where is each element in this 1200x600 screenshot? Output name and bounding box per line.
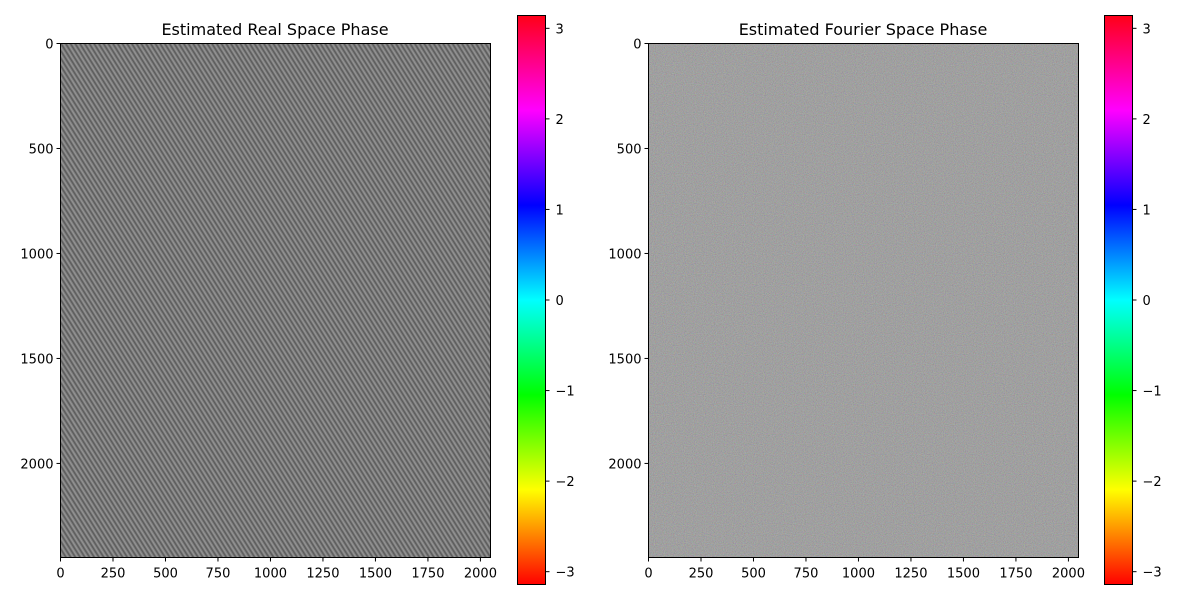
phase-image [648,43,1079,558]
plot-frame [648,43,1079,558]
x-tick-label: 1500 [947,567,980,582]
colorbar-tick-label: 3 [556,22,564,37]
colorbar-tick-label: 0 [1143,294,1151,309]
x-tick-label: 1750 [411,567,444,582]
colorbar-fourier-space: 3 2 1 0 −1 −2 −3 [1104,15,1162,585]
colorbar-tick-label: −1 [1143,385,1162,400]
x-tick-label: 1000 [842,567,875,582]
x-ticks: 0 250 500 750 1000 1250 1500 1750 2000 [644,557,1085,582]
y-tick-label: 0 [633,38,641,53]
x-tick-label: 500 [741,567,766,582]
colorbar-tick-label: 3 [1143,22,1151,37]
colorbar-ticks: 3 2 1 0 −1 −2 −3 [545,22,575,581]
x-tick-label: 1250 [306,567,339,582]
colorbar-real-space: 3 2 1 0 −1 −2 −3 [517,15,575,585]
x-ticks: 0 250 500 750 1000 1250 1500 1750 2000 [56,557,497,582]
colorbar-tick-label: −2 [1143,475,1162,490]
x-tick-label: 250 [101,567,126,582]
y-tick-label: 1500 [608,352,641,367]
colorbar-tick-label: 0 [556,294,564,309]
x-tick-label: 2000 [464,567,497,582]
colorbar-ticks: 3 2 1 0 −1 −2 −3 [1132,22,1162,581]
panel-real-space: Estimated Real Space Phase 0 250 500 750 100… [20,20,497,582]
x-tick-label: 1250 [894,567,927,582]
phase-image [60,43,491,558]
panel-title: Estimated Fourier Space Phase [739,20,988,39]
colorbar-tick-label: −2 [556,475,575,490]
x-tick-label: 250 [689,567,714,582]
x-tick-label: 0 [56,567,64,582]
y-tick-label: 1000 [608,247,641,262]
x-tick-label: 2000 [1052,567,1085,582]
x-tick-label: 1500 [359,567,392,582]
x-tick-label: 1750 [999,567,1032,582]
x-tick-label: 750 [206,567,231,582]
y-tick-label: 2000 [20,457,53,472]
colorbar-tick-label: −1 [556,385,575,400]
y-tick-label: 2000 [608,457,641,472]
colorbar-tick-label: 1 [1143,203,1151,218]
colorbar-tick-label: −3 [1143,566,1162,581]
y-tick-label: 0 [45,38,53,53]
x-tick-label: 500 [153,567,178,582]
colorbar-tick-label: −3 [556,566,575,581]
y-ticks: 0 500 1000 1500 2000 [20,38,61,472]
y-ticks: 0 500 1000 1500 2000 [608,38,649,472]
y-tick-label: 1500 [20,352,53,367]
panel-fourier-space: Estimated Fourier Space Phase 0 250 500 750… [608,20,1085,582]
colorbar-gradient [1104,15,1133,585]
panel-title: Estimated Real Space Phase [161,20,388,39]
y-tick-label: 1000 [20,247,53,262]
y-tick-label: 500 [29,142,54,157]
plot-frame [60,43,491,558]
y-tick-label: 500 [617,142,642,157]
colorbar-gradient [517,15,546,585]
colorbar-tick-label: 2 [1143,113,1151,128]
x-tick-label: 0 [644,567,652,582]
x-tick-label: 750 [794,567,819,582]
colorbar-tick-label: 2 [556,113,564,128]
colorbar-tick-label: 1 [556,203,564,218]
x-tick-label: 1000 [254,567,287,582]
